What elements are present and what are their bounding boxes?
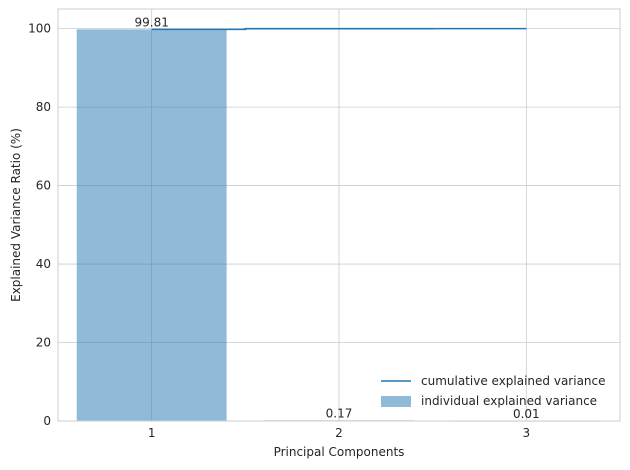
y-tick-label: 80 [36,100,51,114]
y-tick-label: 60 [36,179,51,193]
x-axis-label: Principal Components [274,445,405,459]
x-tick-label: 2 [335,426,343,440]
plot-area [57,8,621,422]
y-tick-label: 100 [28,22,51,36]
data-label: 99.81 [134,15,168,29]
x-tick-labels: 1 2 3 [148,426,530,440]
legend-label-individual: individual explained variance [421,394,597,408]
y-axis-label: Explained Variance Ratio (%) [9,128,23,302]
y-tick-label: 40 [36,257,51,271]
legend-bar-swatch [381,396,411,407]
data-label: 0.01 [513,407,540,421]
legend-label-cumulative: cumulative explained variance [421,374,606,388]
legend: cumulative explained variance individual … [381,374,606,408]
bars [76,29,602,422]
data-labels: 99.81 0.17 0.01 [134,15,539,421]
bar-pc1 [76,29,227,422]
data-label: 0.17 [326,406,353,420]
x-tick-label: 1 [148,426,156,440]
y-tick-labels: 0 20 40 60 80 100 [28,22,51,428]
plot-frame [57,8,621,422]
y-tick-label: 20 [36,336,51,350]
cumulative-variance-line [151,27,527,31]
x-tick-label: 3 [523,426,531,440]
y-tick-label: 0 [43,414,51,428]
cumulative-step-line [151,27,527,31]
